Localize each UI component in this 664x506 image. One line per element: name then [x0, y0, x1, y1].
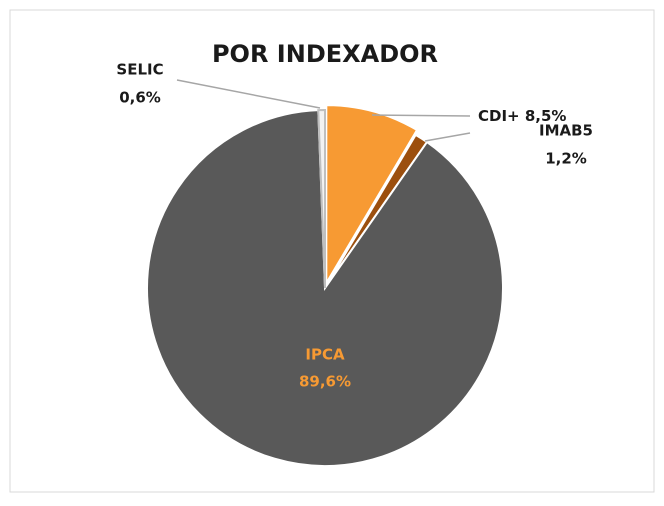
category-label: CDI+ — [478, 107, 520, 125]
pie-slice — [146, 109, 504, 467]
leader-line — [176, 79, 321, 109]
leader-line — [371, 114, 471, 117]
category-label: IPCA — [305, 346, 345, 364]
value-label: 8,5% — [525, 107, 567, 125]
category-label: SELIC — [116, 61, 163, 79]
value-label: 1,2% — [545, 150, 587, 168]
category-label: IMAB5 — [539, 122, 593, 140]
pie-slice — [325, 104, 419, 287]
value-label: 0,6% — [119, 89, 161, 107]
pie-slice — [317, 108, 326, 289]
slice-label: CDI+ 8,5% — [478, 107, 566, 125]
chart-title: POR INDEXADOR — [212, 40, 438, 68]
leader-line — [424, 132, 471, 142]
value-label: 89,6% — [299, 373, 351, 391]
